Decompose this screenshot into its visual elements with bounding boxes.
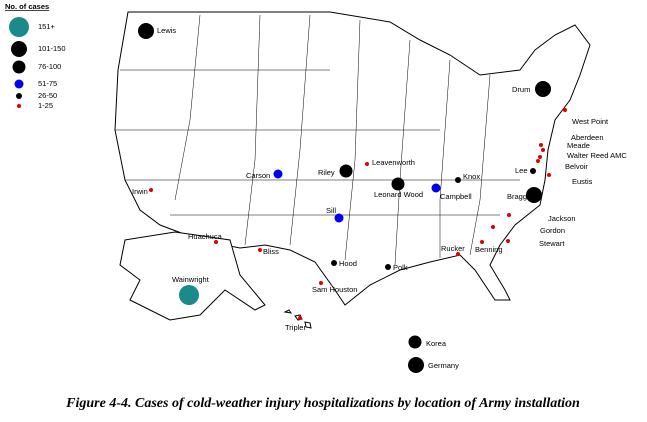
caption: Figure 4-4. Cases of cold-weather injury…	[65, 396, 580, 411]
installation-label: Lee	[515, 166, 528, 175]
installation-label: Carson	[246, 171, 270, 180]
installation-dot	[530, 168, 536, 174]
installation-label: Jackson	[548, 214, 576, 223]
legend-label: 1-25	[38, 101, 53, 110]
installation-dot	[455, 177, 461, 183]
installation-dot	[538, 155, 542, 159]
legend-label: 76-100	[38, 62, 61, 71]
legend-swatch	[17, 104, 21, 108]
installation-label: Tripler	[285, 323, 306, 332]
installation-dot	[339, 164, 353, 178]
legend-label: 26-50	[38, 91, 57, 100]
legend-swatch	[11, 41, 27, 57]
installation-label: Bliss	[263, 247, 279, 256]
installation-dot	[536, 159, 540, 163]
installation-label: Korea	[426, 339, 447, 348]
installation-label: Campbell	[440, 192, 472, 201]
installation-dot	[456, 252, 460, 256]
installation-dot	[298, 316, 302, 320]
installation-label: Sill	[326, 206, 336, 215]
installation-label: Rucker	[441, 244, 465, 253]
installation-dot	[431, 183, 441, 193]
installation-dot	[214, 240, 218, 244]
installation-dot	[547, 173, 551, 177]
installation-label: Gordon	[540, 226, 565, 235]
installation-label: Leavenworth	[372, 158, 415, 167]
installation-dot	[480, 240, 484, 244]
installation-label: Eustis	[572, 177, 593, 186]
installation-dot	[526, 187, 542, 203]
installation-dot	[258, 248, 262, 252]
installation-dot	[385, 264, 391, 270]
installation-dot	[408, 357, 424, 373]
installation-dot	[507, 213, 511, 217]
legend-swatch	[16, 93, 22, 99]
installation-label: Irwin	[132, 187, 148, 196]
legend-label: 51-75	[38, 79, 57, 88]
installation-label: Benning	[475, 245, 503, 254]
installation-label: Knox	[463, 172, 480, 181]
legend-swatch	[9, 17, 29, 37]
installation-label: Walter Reed AMC	[567, 151, 627, 160]
installation-dot	[331, 260, 337, 266]
installation-label: Polk	[393, 263, 408, 272]
legend-swatch	[14, 79, 24, 89]
installation-dot	[541, 148, 545, 152]
installation-label: Sam Houston	[312, 285, 357, 294]
installation-label: Hood	[339, 259, 357, 268]
installation-dot	[365, 162, 369, 166]
installation-dot	[149, 188, 153, 192]
installation-dot	[319, 281, 323, 285]
installation-label: Leonard Wood	[374, 190, 423, 199]
legend-title: No. of cases	[5, 2, 49, 11]
legend-label: 151+	[38, 22, 56, 31]
installation-dot	[179, 285, 199, 305]
installation-label: Germany	[428, 361, 459, 370]
installation-dot	[334, 213, 344, 223]
installation-label: Meade	[567, 141, 590, 150]
hawaii	[283, 309, 312, 329]
installation-dot	[535, 81, 551, 97]
installation-label: Aberdeen	[571, 133, 604, 142]
alaska	[119, 231, 266, 321]
installation-dot	[539, 143, 543, 147]
installation-dot	[408, 335, 422, 349]
installation-dot	[563, 108, 567, 112]
installation-dot	[391, 177, 405, 191]
installation-dot	[138, 23, 154, 39]
installation-label: Drum	[512, 85, 530, 94]
installation-label: Huachuca	[188, 232, 223, 241]
installation-label: Stewart	[539, 239, 565, 248]
installation-label: West Point	[572, 117, 609, 126]
installation-dot	[273, 169, 283, 179]
installation-label: Lewis	[157, 26, 176, 35]
installation-label: Belvoir	[565, 162, 588, 171]
installation-dot	[491, 225, 495, 229]
legend-swatch	[12, 60, 26, 74]
installation-label: Wainwright	[172, 275, 210, 284]
installation-dot	[506, 239, 510, 243]
installation-label: Bragg	[507, 192, 527, 201]
installation-label: Riley	[318, 168, 335, 177]
legend-label: 101-150	[38, 44, 66, 53]
